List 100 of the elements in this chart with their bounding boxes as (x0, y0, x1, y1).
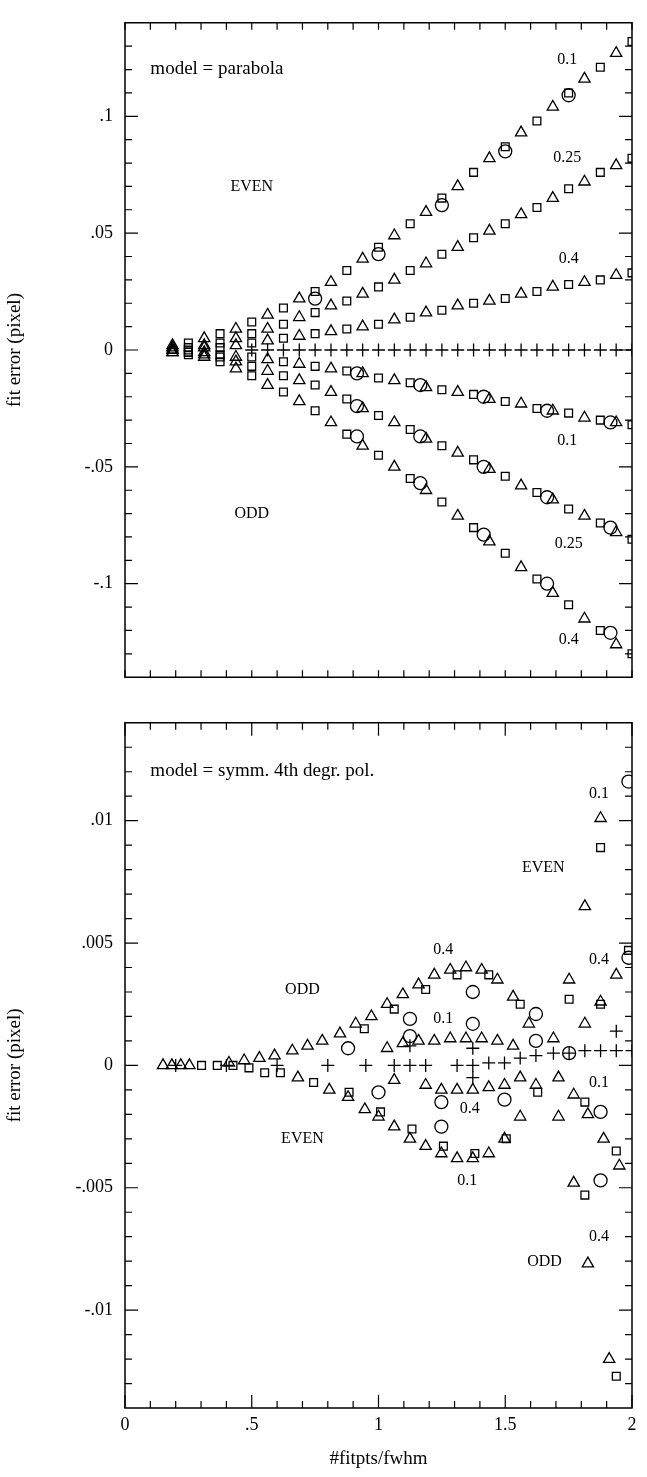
point (483, 534, 496, 546)
point (407, 1124, 417, 1134)
point (324, 324, 338, 336)
point (483, 462, 496, 474)
point (500, 219, 510, 229)
point (413, 476, 428, 491)
point (388, 272, 401, 284)
point (278, 371, 288, 381)
point (437, 249, 447, 259)
point (476, 389, 491, 404)
point (349, 429, 365, 444)
point (229, 354, 243, 366)
point (405, 219, 415, 229)
point (413, 429, 428, 444)
point (293, 373, 306, 385)
point (578, 174, 591, 186)
point (532, 287, 542, 297)
point (261, 321, 274, 333)
point (260, 342, 275, 358)
point (388, 373, 401, 385)
point (275, 1068, 285, 1078)
point (434, 1119, 449, 1134)
annotation: 0.1 (557, 431, 578, 449)
point (278, 303, 288, 313)
point (356, 401, 369, 413)
y-axis-title: fit error (pixel) (3, 293, 26, 407)
point (261, 363, 274, 375)
point (564, 600, 574, 610)
point (215, 343, 225, 353)
point (340, 1041, 356, 1056)
point (419, 305, 433, 317)
point (278, 319, 288, 329)
point (500, 548, 510, 558)
point (611, 1371, 621, 1381)
point (451, 508, 464, 520)
point (373, 450, 384, 460)
annotation: 0.1 (457, 1170, 478, 1188)
point (389, 1004, 399, 1014)
point (561, 88, 576, 103)
point (546, 190, 560, 202)
annotation: 0.25 (553, 148, 582, 166)
point (611, 1146, 621, 1156)
point (539, 403, 555, 418)
point (197, 331, 211, 343)
point (419, 431, 433, 443)
x-tick-label: 2 (627, 1413, 637, 1434)
point (578, 611, 591, 623)
point (623, 945, 632, 955)
point (578, 410, 591, 422)
point (514, 478, 528, 490)
point (342, 266, 352, 276)
point (546, 279, 560, 291)
point (532, 403, 542, 413)
point (451, 384, 464, 396)
annotation: ODD (527, 1251, 562, 1269)
point (388, 459, 401, 471)
point (533, 1087, 543, 1097)
y-tick-label: -.005 (75, 1176, 113, 1197)
point (278, 357, 288, 367)
point (451, 179, 464, 191)
y-tick-label: -.1 (93, 572, 113, 593)
point (577, 342, 592, 358)
point (293, 394, 306, 406)
point (197, 1060, 207, 1070)
point (500, 294, 510, 304)
point (413, 377, 428, 393)
annotation: 0.4 (558, 630, 579, 648)
point (324, 415, 338, 427)
point (603, 415, 618, 430)
point (247, 338, 257, 348)
point (514, 207, 528, 219)
point (469, 233, 479, 243)
y-tick-label: .05 (90, 221, 113, 242)
point (373, 410, 384, 420)
point (310, 308, 320, 318)
point (419, 380, 433, 392)
point (578, 71, 591, 83)
point (437, 497, 447, 507)
point (469, 167, 479, 177)
point (609, 268, 623, 280)
point (476, 527, 491, 542)
annotation: 0.4 (589, 950, 610, 968)
annotation: EVEN (230, 176, 274, 194)
point (528, 1033, 544, 1049)
point (515, 999, 525, 1009)
point (373, 282, 384, 292)
point (434, 197, 450, 213)
point (469, 523, 479, 533)
point (373, 242, 384, 252)
point (388, 312, 401, 324)
point (388, 228, 401, 240)
y-tick-label: 0 (104, 1054, 113, 1075)
point (261, 377, 274, 389)
point (609, 158, 623, 170)
point (342, 324, 352, 334)
point (528, 1006, 544, 1022)
point (469, 455, 479, 465)
point (229, 338, 243, 350)
point (578, 275, 591, 287)
point (539, 576, 555, 591)
